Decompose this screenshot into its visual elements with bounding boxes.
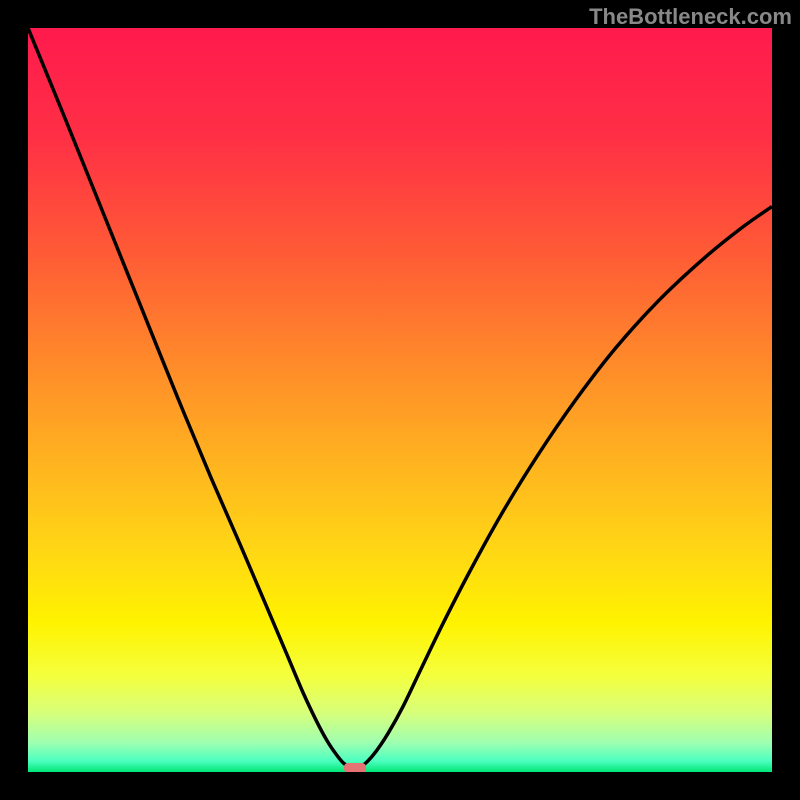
watermark-text: TheBottleneck.com bbox=[589, 4, 792, 30]
plot-area bbox=[28, 28, 772, 772]
apex-marker bbox=[344, 763, 366, 772]
v-curve bbox=[28, 28, 772, 769]
curve-layer bbox=[28, 28, 772, 772]
